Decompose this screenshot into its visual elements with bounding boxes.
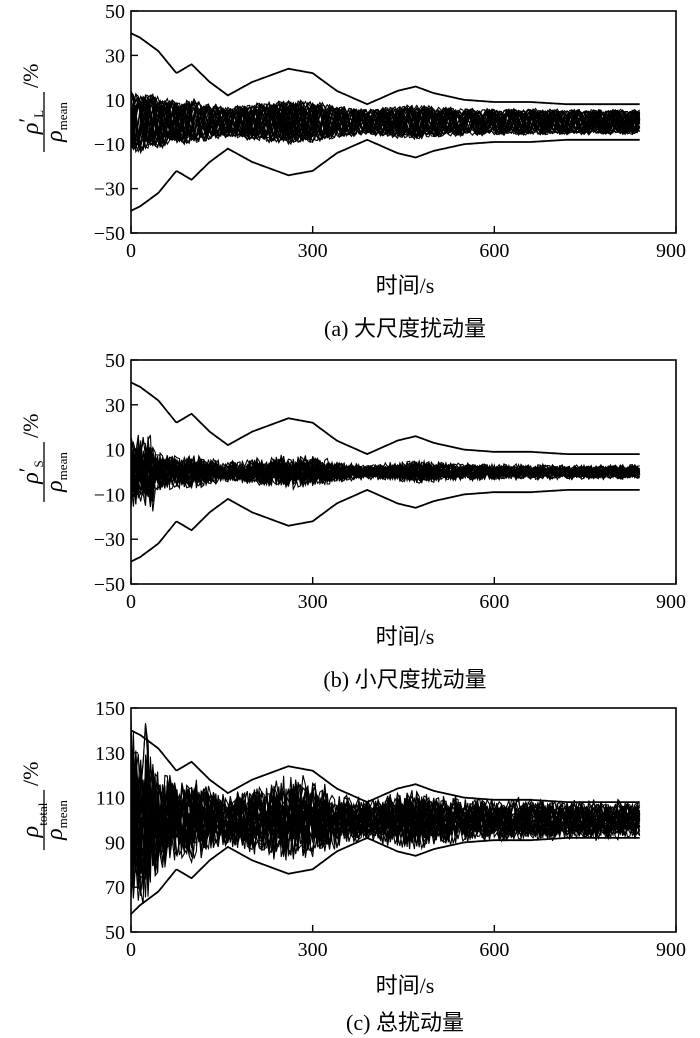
panel-a-y-label-denominator: ρmean xyxy=(42,102,70,143)
panel-c-y-label: ρtotal ρmean /% xyxy=(18,762,70,850)
panel-a-y-tick-label: 30 xyxy=(105,45,125,67)
panel-c-trace xyxy=(130,775,641,860)
panel-b-lower-envelope xyxy=(130,488,640,563)
panel-b-x-tick-label: 300 xyxy=(298,591,328,613)
panel-b-x-tick-label: 0 xyxy=(126,591,136,613)
panel-a-y-label: ρ′L ρmean /% xyxy=(14,64,70,152)
panel-c-x-tick-label: 900 xyxy=(656,939,686,961)
panel-c-trace xyxy=(130,759,641,883)
panel-b-caption: (b) 小尺度扰动量 xyxy=(323,667,486,692)
panel-c-y-label-unit: /% xyxy=(18,762,43,786)
panel-a-y-tick-label: 50 xyxy=(105,1,125,23)
panel-b-trace xyxy=(130,449,640,494)
panel-b-y-tick-label: 10 xyxy=(105,440,125,462)
panel-c-caption: (c) 总扰动量 xyxy=(346,1010,464,1035)
panel-a-lower-envelope xyxy=(130,138,640,212)
panel-a-axes-frame xyxy=(130,10,677,234)
panel-a-x-tick-label: 900 xyxy=(656,240,686,262)
panel-a-ticks: 50 30 10 −10 −30 −500 300 600 900 xyxy=(94,1,686,262)
panel-a-trace xyxy=(130,96,641,147)
panel-b-y-tick-label: −30 xyxy=(94,529,125,551)
panel-b-x-tick-label: 900 xyxy=(656,591,686,613)
panel-c-x-label: 时间/s xyxy=(376,973,435,998)
panel-a-envelope xyxy=(130,32,640,212)
panel-a-trace xyxy=(130,97,641,148)
panel-c-y-tick-label: 150 xyxy=(95,698,125,720)
panel-a-y-tick-label: −50 xyxy=(94,223,125,245)
panel-a-y-label-numerator: ρ′L xyxy=(14,110,46,135)
panel-c-upper-envelope xyxy=(130,729,640,804)
panel-a-y-tick-label: −30 xyxy=(94,179,125,201)
panel-a-x-tick-label: 0 xyxy=(126,240,136,262)
panel-b-y-label-numerator: ρ′S xyxy=(14,460,46,485)
panel-c-ticks: 150 130 110 90 70 500 300 600 900 xyxy=(95,698,686,961)
panel-c-envelope xyxy=(130,729,640,915)
panel-b-upper-envelope xyxy=(130,381,640,456)
panel-b-x-label: 时间/s xyxy=(376,624,435,649)
panel-c-lower-envelope xyxy=(130,836,640,915)
panel-a-x-label: 时间/s xyxy=(376,273,435,298)
panel-c-trace xyxy=(130,739,641,905)
panel-c-y-label-numerator: ρtotal xyxy=(18,802,50,838)
panel-a-y-tick-label: 10 xyxy=(105,90,125,112)
panel-a-upper-envelope xyxy=(130,32,640,106)
panel-a-y-label-unit: /% xyxy=(18,64,43,88)
panel-b-y-label-unit: /% xyxy=(18,414,43,438)
panel-b-trace xyxy=(130,440,641,504)
panel-a-y-tick-label: −10 xyxy=(94,134,125,156)
panel-a-trace xyxy=(130,96,641,148)
panel-b: 50 30 10 −10 −30 −500 300 600 900 ρ′S ρmean /% 时… xyxy=(14,350,686,692)
panel-c-y-tick-label: 130 xyxy=(95,743,125,765)
panel-b-envelope xyxy=(130,381,640,563)
panel-b-y-label: ρ′S ρmean /% xyxy=(14,414,70,502)
panel-a-caption: (a) 大尺度扰动量 xyxy=(324,316,486,341)
panel-b-x-tick-label: 600 xyxy=(479,591,509,613)
panel-c-axes-frame xyxy=(130,707,677,933)
panel-c-x-tick-label: 300 xyxy=(298,939,328,961)
panel-c: 150 130 110 90 70 500 300 600 900 ρtotal ρmean /… xyxy=(18,698,686,1035)
panel-c-bands xyxy=(130,714,641,905)
panel-c-y-label-denominator: ρmean xyxy=(42,800,70,841)
panel-b-axes-frame xyxy=(130,359,677,585)
panel-c-x-tick-label: 600 xyxy=(479,939,509,961)
panel-a: 50 30 10 −10 −30 −500 300 600 900 ρ′L ρmean /% 时… xyxy=(14,1,686,341)
panel-a-x-tick-label: 300 xyxy=(298,240,328,262)
panel-b-y-tick-label: 30 xyxy=(105,395,125,417)
panel-c-y-tick-label: 70 xyxy=(105,877,125,899)
panel-b-y-tick-label: −50 xyxy=(94,574,125,596)
panel-b-bands xyxy=(130,434,641,512)
panel-b-trace xyxy=(130,453,640,507)
panel-b-ticks: 50 30 10 −10 −30 −500 300 600 900 xyxy=(94,350,686,613)
panel-a-x-tick-label: 600 xyxy=(479,240,509,262)
panel-c-y-tick-label: 90 xyxy=(105,832,125,854)
panel-b-y-label-denominator: ρmean xyxy=(42,452,70,493)
panel-c-y-tick-label: 110 xyxy=(96,788,125,810)
panel-b-y-tick-label: −10 xyxy=(94,484,125,506)
panel-c-x-tick-label: 0 xyxy=(126,939,136,961)
panel-a-bands xyxy=(130,90,641,155)
panel-b-y-tick-label: 50 xyxy=(105,350,125,372)
panel-c-y-tick-label: 50 xyxy=(105,922,125,944)
